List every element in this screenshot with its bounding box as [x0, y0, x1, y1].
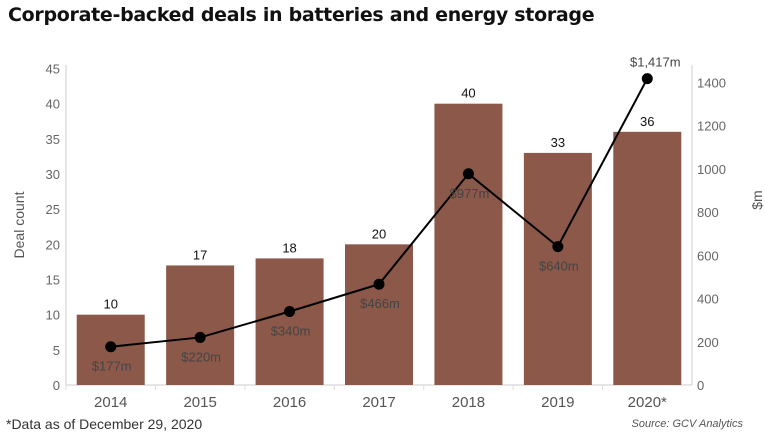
- x-tick-label: 2020*: [628, 394, 667, 411]
- right-tick-label: 1000: [697, 162, 726, 177]
- line-point: [373, 278, 385, 290]
- bar: [345, 244, 413, 385]
- left-tick-label: 5: [53, 343, 60, 358]
- left-tick-label: 0: [53, 378, 60, 393]
- line-value-label: $977m: [450, 186, 490, 201]
- right-tick-label: 400: [697, 292, 719, 307]
- x-tick-label: 2018: [452, 394, 485, 411]
- left-tick-label: 35: [46, 132, 60, 147]
- bar-value-label: 17: [193, 247, 207, 262]
- bar: [613, 131, 682, 385]
- line-point: [105, 341, 117, 353]
- footnote: *Data as of December 29, 2020: [6, 416, 203, 432]
- line-value-label: $340m: [271, 323, 311, 338]
- line-value-label: $1,417m: [630, 55, 681, 70]
- bar-value-label: 40: [461, 86, 475, 101]
- left-tick-label: 10: [46, 308, 60, 323]
- left-tick-label: 15: [46, 273, 60, 288]
- left-tick-label: 30: [46, 167, 60, 182]
- left-tick-label: 40: [46, 97, 60, 112]
- bar-value-label: 20: [372, 226, 386, 241]
- right-tick-label: 200: [697, 335, 719, 350]
- bar-value-label: 36: [640, 114, 654, 129]
- x-tick-label: 2014: [94, 394, 127, 411]
- bar-value-label: 33: [551, 135, 565, 150]
- bar-value-label: 18: [282, 240, 296, 255]
- x-tick-label: 2016: [273, 394, 306, 411]
- right-axis-label: $m: [749, 190, 765, 209]
- bar: [255, 258, 324, 385]
- line-value-label: $177m: [92, 359, 132, 374]
- right-tick-label: 800: [697, 205, 719, 220]
- line-value-label: $640m: [539, 259, 579, 274]
- line-point: [552, 241, 564, 253]
- bar: [434, 103, 503, 385]
- left-tick-label: 20: [46, 237, 60, 252]
- chart-title: Corporate-backed deals in batteries and …: [8, 4, 595, 26]
- line-value-label: $466m: [360, 296, 400, 311]
- bar: [523, 152, 592, 385]
- right-tick-label: 1200: [697, 119, 726, 134]
- x-tick-label: 2017: [362, 394, 395, 411]
- right-tick-label: 600: [697, 248, 719, 263]
- line-point: [641, 73, 653, 85]
- line-point: [462, 168, 474, 180]
- line-point: [194, 331, 206, 343]
- bar: [166, 265, 235, 385]
- bar-value-label: 10: [103, 297, 117, 312]
- left-axis-label: Deal count: [11, 191, 27, 258]
- x-tick-label: 2019: [541, 394, 574, 411]
- line-point: [284, 305, 296, 317]
- right-tick-label: 0: [697, 378, 704, 393]
- left-tick-label: 25: [46, 202, 60, 217]
- line-value-label: $220m: [181, 349, 221, 364]
- x-tick-label: 2015: [183, 394, 216, 411]
- source-note: Source: GCV Analytics: [631, 418, 743, 430]
- left-tick-label: 45: [46, 62, 60, 77]
- right-tick-label: 1400: [697, 75, 726, 90]
